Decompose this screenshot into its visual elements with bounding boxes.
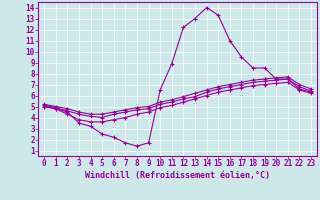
X-axis label: Windchill (Refroidissement éolien,°C): Windchill (Refroidissement éolien,°C) bbox=[85, 171, 270, 180]
